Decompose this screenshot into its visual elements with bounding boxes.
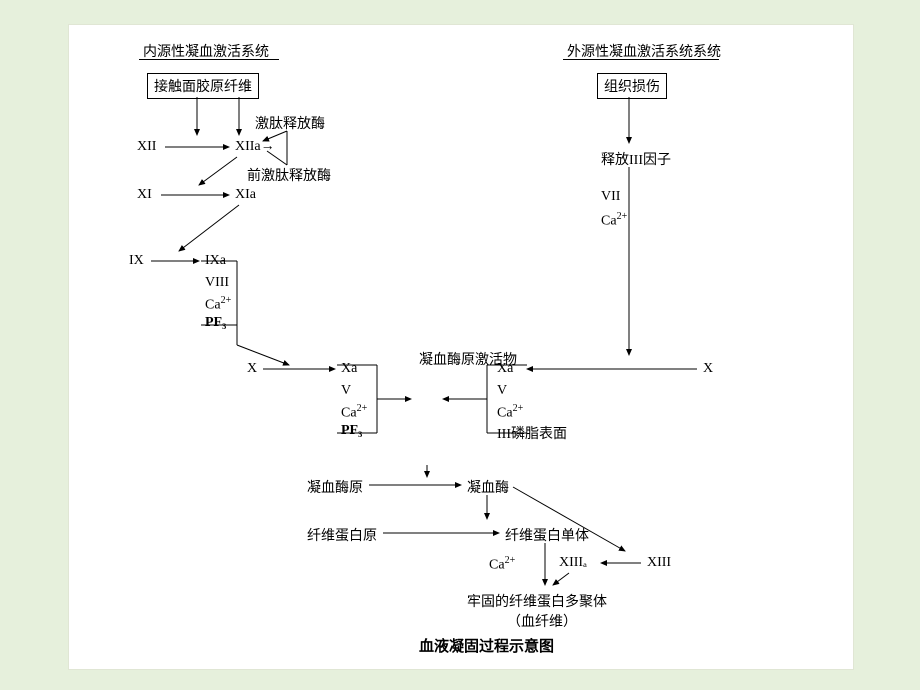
prothrombin-activator-label: 凝血酶原激活物 bbox=[419, 353, 435, 369]
prothrombin-label: 凝血酶原 bbox=[307, 477, 363, 497]
Ca2-1: Ca2+ bbox=[205, 295, 231, 314]
V-left-label: V bbox=[341, 383, 351, 399]
XIIIa-label: XIIIₐ bbox=[559, 555, 587, 571]
XIa-label: XIa bbox=[235, 187, 256, 203]
diagram-caption: 血液凝固过程示意图 bbox=[419, 635, 554, 656]
XIIa-label: XIIa→ bbox=[235, 139, 275, 155]
IXa-label: IXa bbox=[205, 253, 226, 269]
PF3-2: PF₃ bbox=[341, 423, 362, 439]
diagram-sheet: 内源性凝血激活系统 外源性凝血激活系统系统 接触面胶原纤维 组织损伤 激肽释放酶… bbox=[68, 24, 854, 670]
VIII-label: VIII bbox=[205, 275, 229, 291]
PF3-1: PF₃ bbox=[205, 315, 226, 331]
III-phos-label: III磷脂表面 bbox=[497, 423, 567, 443]
Xa-left-label: Xa bbox=[341, 361, 357, 377]
arrows-layer bbox=[69, 25, 853, 669]
X-right-label: X bbox=[703, 361, 713, 377]
XII-label: XII bbox=[137, 139, 156, 155]
VII-label: VII bbox=[601, 189, 620, 205]
thrombin-label: 凝血酶 bbox=[467, 477, 509, 497]
fibrin-monomer-label: 纤维蛋白单体 bbox=[505, 525, 589, 545]
intrinsic-header: 内源性凝血激活系统 bbox=[143, 41, 269, 61]
Ca2-3: Ca2+ bbox=[601, 211, 627, 230]
contact-box: 接触面胶原纤维 bbox=[147, 73, 259, 99]
X-left-label: X bbox=[247, 361, 257, 377]
blood-fiber-label: （血纤维） bbox=[507, 611, 577, 631]
prekallikrein-label: 前激肽释放酶 bbox=[247, 165, 331, 185]
XI-label: XI bbox=[137, 187, 152, 203]
extrinsic-header: 外源性凝血激活系统系统 bbox=[567, 41, 721, 61]
stable-fibrin-label: 牢固的纤维蛋白多聚体 bbox=[467, 591, 607, 611]
Ca2-2: Ca2+ bbox=[341, 403, 367, 422]
V-right-label: V bbox=[497, 383, 507, 399]
release-III-label: 释放III因子 bbox=[601, 149, 671, 169]
kallikrein-label: 激肽释放酶 bbox=[255, 113, 325, 133]
XIII-label: XIII bbox=[647, 555, 671, 571]
Ca2-4: Ca2+ bbox=[497, 403, 523, 422]
Ca2-5: Ca2+ bbox=[489, 555, 515, 574]
fibrinogen-label: 纤维蛋白原 bbox=[307, 525, 377, 545]
IX-label: IX bbox=[129, 253, 144, 269]
tissue-injury-box: 组织损伤 bbox=[597, 73, 667, 99]
